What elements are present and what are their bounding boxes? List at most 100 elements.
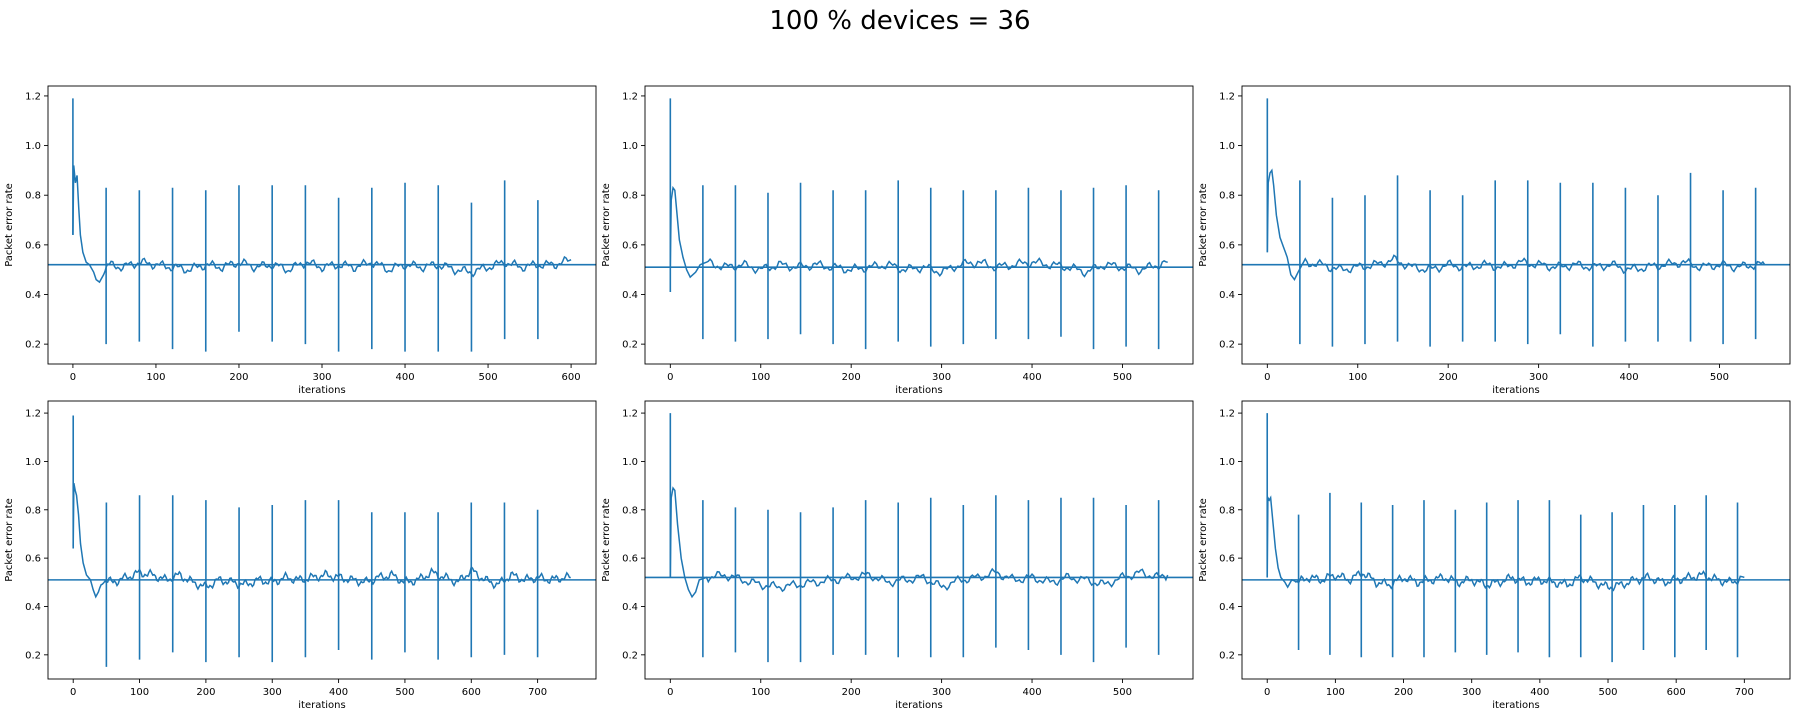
- x-tick-label-5: 500: [1598, 687, 1617, 698]
- y-tick-label-2: 0.6: [622, 554, 638, 565]
- x-tick-label-5: 500: [1113, 687, 1132, 698]
- y-tick-label-5: 1.2: [25, 91, 41, 102]
- series-line: [1266, 494, 1745, 592]
- x-axis-label: iterations: [895, 700, 942, 711]
- y-tick-label-2: 0.6: [622, 240, 638, 251]
- y-tick-label-4: 1.0: [622, 141, 638, 152]
- axes-frame: [644, 400, 1194, 680]
- x-tick-label-5: 500: [1710, 372, 1729, 383]
- x-tick-label-4: 400: [1022, 372, 1041, 383]
- x-tick-label-3: 300: [1462, 687, 1481, 698]
- y-tick-label-0: 0.2: [1219, 650, 1235, 661]
- axes-frame: [1241, 85, 1791, 365]
- y-tick-label-2: 0.6: [1219, 554, 1235, 565]
- y-axis-label: Packet error rate: [601, 498, 612, 582]
- y-tick-label-5: 1.2: [622, 91, 638, 102]
- plot-area: [48, 415, 596, 667]
- x-tick-label-0: 0: [1264, 372, 1270, 383]
- y-tick-label-3: 0.8: [1219, 505, 1235, 516]
- x-tick-label-2: 200: [1394, 687, 1413, 698]
- y-tick-label-4: 1.0: [25, 457, 41, 468]
- subplot-2: 0 100 200 300 400 500 0.2 0.4 0.6 0.8 1.0 1.2 iterat…: [601, 85, 1194, 396]
- x-tick-label-0: 0: [1264, 687, 1270, 698]
- plot-area: [48, 98, 596, 352]
- series-line: [72, 483, 571, 599]
- y-tick-label-3: 0.8: [1219, 191, 1235, 202]
- y-tick-label-4: 1.0: [25, 141, 41, 152]
- y-tick-label-1: 0.4: [25, 290, 41, 301]
- x-tick-label-3: 300: [1529, 372, 1548, 383]
- y-tick-label-1: 0.4: [622, 290, 638, 301]
- axes-frame: [644, 85, 1194, 365]
- x-tick-label-0: 0: [667, 687, 673, 698]
- x-axis-label: iterations: [1492, 385, 1539, 396]
- x-tick-label-3: 300: [932, 372, 951, 383]
- x-tick-label-2: 200: [842, 687, 861, 698]
- y-axis-label: Packet error rate: [1198, 498, 1209, 582]
- y-tick-label-3: 0.8: [25, 191, 41, 202]
- y-tick-label-5: 1.2: [25, 409, 41, 420]
- y-tick-label-4: 1.0: [622, 457, 638, 468]
- y-axis-label: Packet error rate: [601, 183, 612, 267]
- x-tick-label-4: 400: [1530, 687, 1549, 698]
- x-tick-label-2: 200: [196, 687, 215, 698]
- y-tick-label-5: 1.2: [1219, 91, 1235, 102]
- x-tick-label-0: 0: [667, 372, 673, 383]
- y-tick-label-0: 0.2: [622, 340, 638, 351]
- y-tick-label-3: 0.8: [622, 505, 638, 516]
- y-tick-label-0: 0.2: [25, 340, 41, 351]
- y-axis-label: Packet error rate: [1198, 183, 1209, 267]
- x-tick-label-1: 100: [146, 372, 165, 383]
- y-axis-label: Packet error rate: [4, 183, 15, 267]
- y-tick-label-3: 0.8: [622, 191, 638, 202]
- x-tick-label-0: 0: [70, 372, 76, 383]
- plot-area: [1242, 413, 1790, 663]
- x-tick-label-3: 300: [263, 687, 282, 698]
- y-tick-label-4: 1.0: [1219, 141, 1235, 152]
- figure-title: 100 % devices = 36: [769, 6, 1031, 36]
- plot-area: [645, 413, 1193, 663]
- x-tick-label-1: 100: [751, 372, 770, 383]
- y-tick-label-2: 0.6: [25, 240, 41, 251]
- y-tick-label-4: 1.0: [1219, 457, 1235, 468]
- axes-frame: [1241, 400, 1791, 680]
- axes-frame: [47, 85, 597, 365]
- x-tick-label-0: 0: [70, 687, 76, 698]
- x-tick-label-7: 700: [528, 687, 547, 698]
- x-tick-label-6: 600: [562, 372, 581, 383]
- series-line: [669, 185, 1168, 279]
- plot-area: [1242, 98, 1790, 347]
- y-tick-label-1: 0.4: [622, 602, 638, 613]
- x-axis-label: iterations: [895, 385, 942, 396]
- x-tick-label-5: 500: [479, 372, 498, 383]
- x-tick-label-6: 600: [462, 687, 481, 698]
- y-tick-label-1: 0.4: [1219, 602, 1235, 613]
- x-axis-label: iterations: [298, 700, 345, 711]
- subplot-3: 0 100 200 300 400 500 0.2 0.4 0.6 0.8 1.0 1.2 iterat…: [1198, 85, 1791, 396]
- x-tick-label-5: 500: [1113, 372, 1132, 383]
- x-tick-label-2: 200: [229, 372, 248, 383]
- x-tick-label-1: 100: [751, 687, 770, 698]
- y-tick-label-3: 0.8: [25, 505, 41, 516]
- x-tick-label-1: 100: [130, 687, 149, 698]
- x-tick-label-3: 300: [932, 687, 951, 698]
- subplot-1: 0 100 200 300 400 500 600 0.2 0.4 0.6 0.8 1.0 1.2 ite…: [4, 85, 597, 396]
- x-tick-label-2: 200: [842, 372, 861, 383]
- y-tick-label-1: 0.4: [1219, 290, 1235, 301]
- subplot-6: 0 100 200 300 400 500 600 700 0.2 0.4 0.6 0.8 1.0 1.2…: [1198, 400, 1791, 711]
- y-tick-label-1: 0.4: [25, 602, 41, 613]
- x-tick-label-6: 600: [1667, 687, 1686, 698]
- y-tick-label-0: 0.2: [1219, 340, 1235, 351]
- x-tick-label-2: 200: [1439, 372, 1458, 383]
- x-tick-label-3: 300: [312, 372, 331, 383]
- y-tick-label-0: 0.2: [25, 650, 41, 661]
- series-line: [72, 165, 572, 284]
- x-tick-label-1: 100: [1348, 372, 1367, 383]
- x-tick-label-5: 500: [395, 687, 414, 698]
- x-axis-label: iterations: [298, 385, 345, 396]
- y-tick-label-5: 1.2: [1219, 409, 1235, 420]
- x-tick-label-4: 400: [329, 687, 348, 698]
- subplot-5: 0 100 200 300 400 500 0.2 0.4 0.6 0.8 1.0 1.2 iterat…: [601, 400, 1194, 711]
- y-tick-label-5: 1.2: [622, 409, 638, 420]
- y-axis-label: Packet error rate: [4, 498, 15, 582]
